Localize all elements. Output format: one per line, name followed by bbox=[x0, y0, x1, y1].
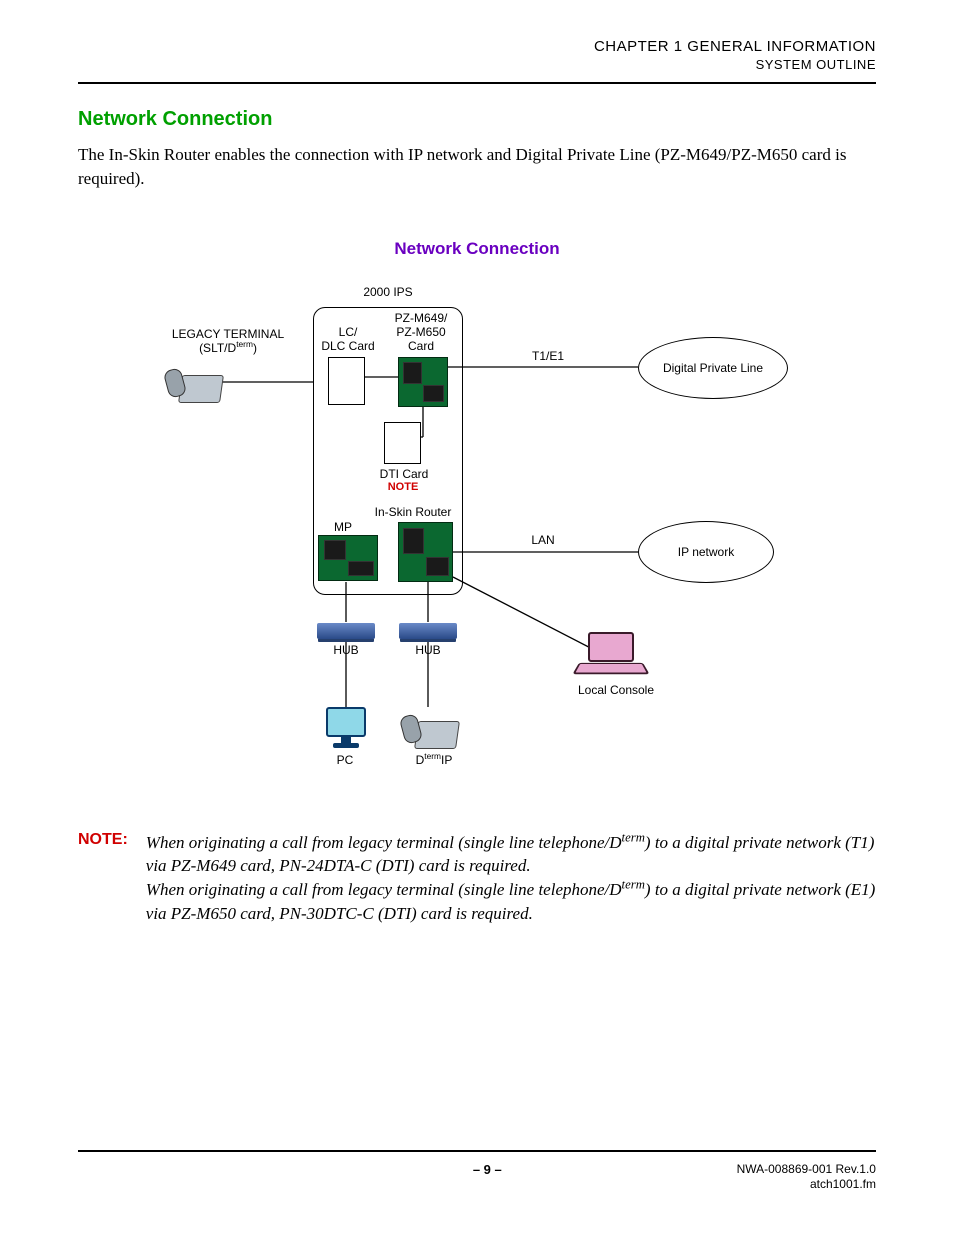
chapter-subtitle: SYSTEM OUTLINE bbox=[78, 57, 876, 72]
legacy-line2-post: ) bbox=[253, 341, 257, 355]
dtermip-label: DtermIP bbox=[404, 753, 464, 767]
section-body: The In-Skin Router enables the connectio… bbox=[78, 143, 876, 191]
digital-private-line-cloud: Digital Private Line bbox=[638, 337, 788, 399]
note-label: NOTE: bbox=[78, 831, 128, 926]
note-p2a: When originating a call from legacy term… bbox=[146, 880, 622, 899]
lc-dlc-l2: DLC Card bbox=[321, 339, 374, 353]
note-p2sup: term bbox=[622, 878, 645, 892]
legacy-phone-icon bbox=[166, 365, 222, 403]
in-skin-router-label: In-Skin Router bbox=[368, 505, 458, 519]
doc-id: NWA-008869-001 Rev.1.0 bbox=[737, 1162, 876, 1178]
hub1-label: HUB bbox=[326, 643, 366, 657]
pz-l2: PZ-M650 bbox=[396, 325, 445, 339]
lc-dlc-label: LC/ DLC Card bbox=[318, 325, 378, 354]
note-block: NOTE: When originating a call from legac… bbox=[78, 831, 876, 926]
file-name: atch1001.fm bbox=[737, 1177, 876, 1193]
lc-dlc-l1: LC/ bbox=[339, 325, 358, 339]
pc-icon bbox=[324, 707, 368, 751]
legacy-line2-sup: term bbox=[236, 339, 253, 349]
section-title: Network Connection bbox=[78, 108, 876, 131]
header-rule bbox=[78, 82, 876, 84]
page-footer: – 9 – NWA-008869-001 Rev.1.0 atch1001.fm bbox=[78, 1150, 876, 1193]
page-header: CHAPTER 1 GENERAL INFORMATION SYSTEM OUT… bbox=[78, 38, 876, 72]
dpl-text: Digital Private Line bbox=[663, 361, 763, 375]
lc-dlc-card bbox=[328, 357, 365, 405]
network-diagram: 2000 IPS LEGACY TERMINAL (SLT/Dterm) LC/… bbox=[78, 277, 876, 807]
dti-card-label: DTI Card bbox=[374, 467, 434, 481]
ipnet-text: IP network bbox=[678, 545, 734, 559]
t1e1-label: T1/E1 bbox=[518, 349, 578, 363]
router-pcb bbox=[398, 522, 453, 582]
pz-card-label: PZ-M649/ PZ-M650 Card bbox=[388, 311, 454, 354]
dip-post: IP bbox=[441, 753, 452, 767]
pz-l3: Card bbox=[408, 339, 434, 353]
legacy-terminal-label: LEGACY TERMINAL (SLT/Dterm) bbox=[158, 327, 298, 356]
local-console-label: Local Console bbox=[566, 683, 666, 697]
mp-label: MP bbox=[328, 520, 358, 534]
legacy-line1: LEGACY TERMINAL bbox=[172, 327, 284, 341]
pc-label: PC bbox=[330, 753, 360, 767]
chapter-label: CHAPTER 1 GENERAL INFORMATION bbox=[78, 38, 876, 55]
ip-network-cloud: IP network bbox=[638, 521, 774, 583]
legacy-line2-pre: (SLT/D bbox=[199, 341, 236, 355]
dip-pre: D bbox=[416, 753, 425, 767]
system-label: 2000 IPS bbox=[353, 285, 423, 299]
figure-title: Network Connection bbox=[78, 239, 876, 259]
dterm-phone-icon bbox=[402, 711, 458, 749]
note-text: When originating a call from legacy term… bbox=[146, 831, 876, 926]
note-p1sup: term bbox=[622, 830, 645, 844]
hub2-label: HUB bbox=[408, 643, 448, 657]
mp-pcb bbox=[318, 535, 378, 581]
note-p1a: When originating a call from legacy term… bbox=[146, 833, 622, 852]
footer-rule bbox=[78, 1150, 876, 1152]
hub1-icon bbox=[317, 623, 375, 639]
pz-card-pcb bbox=[398, 357, 448, 407]
dti-note-label: NOTE bbox=[380, 481, 426, 494]
dti-card bbox=[384, 422, 421, 464]
hub2-icon bbox=[399, 623, 457, 639]
laptop-icon bbox=[576, 632, 646, 682]
dip-sup: term bbox=[424, 751, 441, 761]
page-number: – 9 – bbox=[473, 1162, 502, 1177]
lan-label: LAN bbox=[518, 533, 568, 547]
pz-l1: PZ-M649/ bbox=[395, 311, 448, 325]
